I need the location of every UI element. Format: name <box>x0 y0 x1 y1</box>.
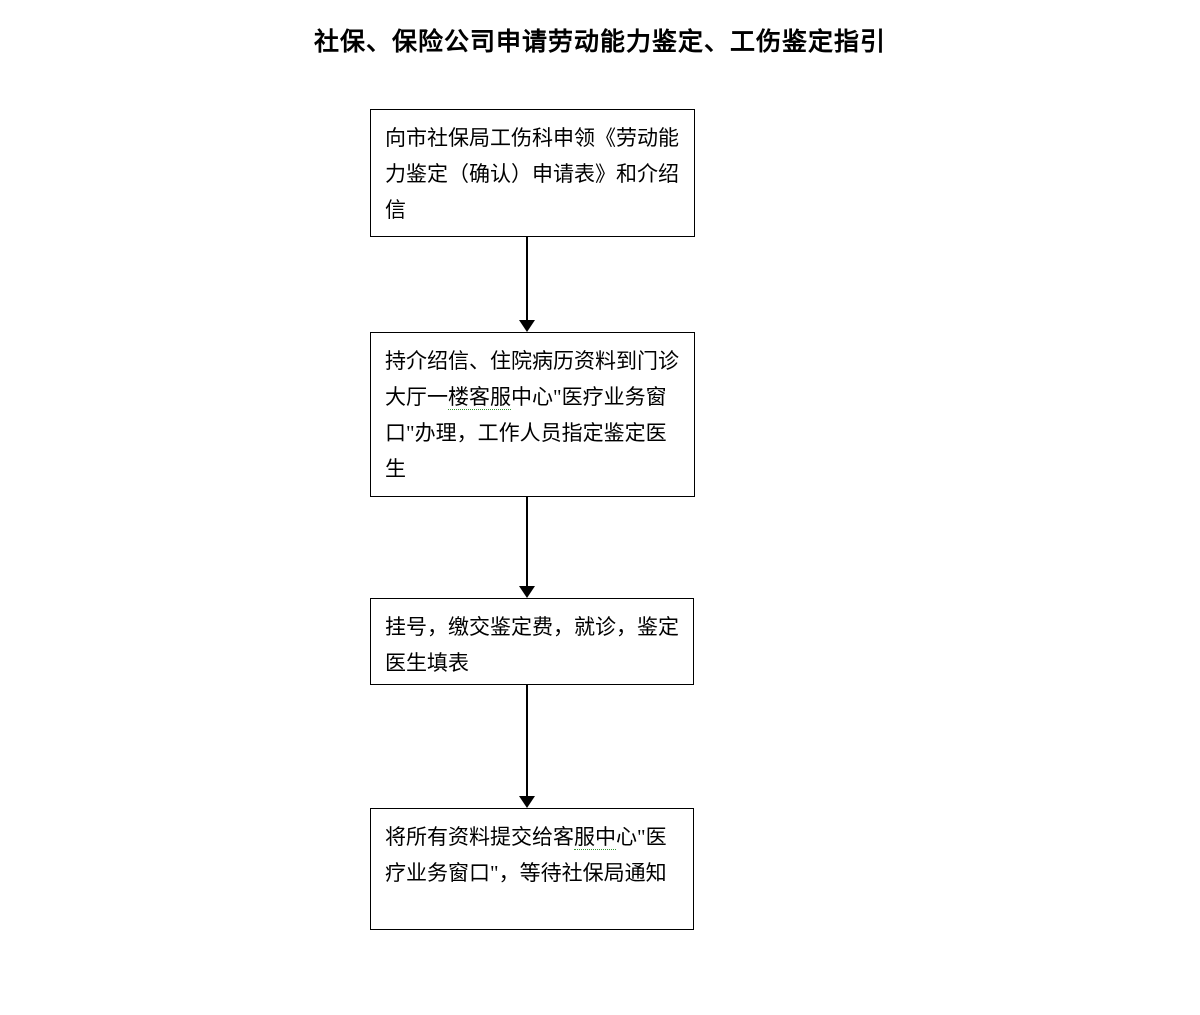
flowchart-edge-arrowhead <box>519 586 535 598</box>
node-text-before: 挂号，缴交鉴定费，就诊，鉴定医生填表 <box>385 615 679 675</box>
flowchart-edge-arrowhead <box>519 796 535 808</box>
node-text-underlined: 服中 <box>574 825 616 850</box>
flowchart-node-step3: 挂号，缴交鉴定费，就诊，鉴定医生填表 <box>370 598 694 685</box>
page-title: 社保、保险公司申请劳动能力鉴定、工伤鉴定指引 <box>0 22 1200 58</box>
flowchart-edge-line <box>526 497 528 590</box>
flowchart-edge-line <box>526 685 528 800</box>
flowchart-node-step1: 向市社保局工伤科申领《劳动能力鉴定（确认）申请表》和介绍信 <box>370 109 695 237</box>
node-text-before: 向市社保局工伤科申领《劳动能力鉴定（确认）申请表》和介绍信 <box>385 126 679 222</box>
title-text: 社保、保险公司申请劳动能力鉴定、工伤鉴定指引 <box>314 29 886 56</box>
flowchart-node-step4: 将所有资料提交给客服中心"医疗业务窗口"，等待社保局通知 <box>370 808 694 930</box>
flowchart-node-step2: 持介绍信、住院病历资料到门诊大厅一楼客服中心"医疗业务窗口"办理，工作人员指定鉴… <box>370 332 695 497</box>
flowchart-edge-line <box>526 237 528 324</box>
node-text-underlined: 楼客服 <box>448 385 511 410</box>
node-text-before: 将所有资料提交给客 <box>385 825 574 849</box>
flowchart-edge-arrowhead <box>519 320 535 332</box>
